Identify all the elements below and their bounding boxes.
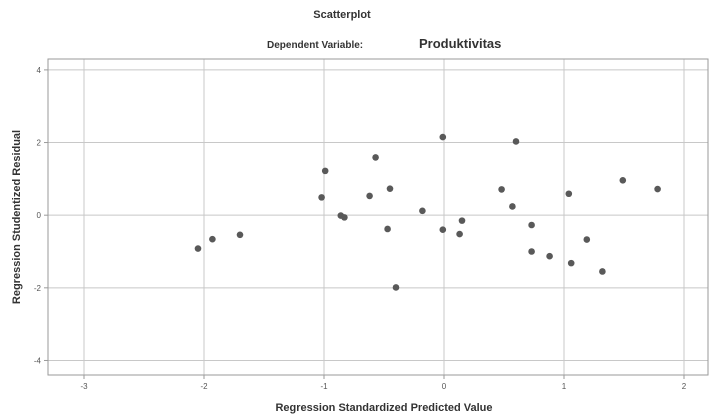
- x-tick-label: -1: [320, 382, 328, 391]
- data-point: [458, 217, 466, 224]
- data-point: [567, 259, 575, 267]
- data-point: [439, 226, 447, 234]
- x-tick-label: 2: [682, 382, 687, 391]
- data-point: [439, 133, 447, 141]
- data-point: [384, 225, 391, 233]
- x-tick-label: 1: [562, 382, 567, 391]
- y-tick-label: -2: [34, 284, 42, 293]
- data-point: [654, 185, 661, 193]
- data-point: [372, 154, 379, 161]
- data-point: [583, 236, 591, 243]
- data-point: [546, 252, 553, 260]
- data-point: [386, 185, 394, 192]
- data-point: [565, 190, 573, 198]
- data-point: [321, 167, 329, 175]
- y-axis-label: Regression Studentized Residual: [11, 130, 23, 304]
- data-point: [419, 207, 426, 215]
- x-tick-label: -3: [80, 382, 88, 391]
- y-tick-label: 2: [37, 139, 42, 148]
- dependent-variable-name: Produktivitas: [419, 36, 501, 51]
- x-axis-label: Regression Standardized Predicted Value: [275, 402, 492, 414]
- plot-frame: [47, 58, 709, 376]
- data-point: [209, 235, 216, 243]
- x-tick-label: -2: [200, 382, 208, 391]
- data-points: [194, 133, 661, 291]
- data-point: [392, 284, 400, 291]
- data-point: [366, 192, 373, 200]
- grid-lines: [48, 59, 708, 375]
- data-point: [528, 221, 535, 229]
- y-tick-label: -4: [34, 356, 42, 365]
- x-tick-label: 0: [442, 382, 447, 391]
- y-tick-label: 4: [37, 66, 42, 75]
- data-point: [498, 186, 505, 193]
- data-point: [318, 194, 325, 201]
- tick-labels: -3 -2 -1 0 1 2 -4 -2 0 2 4: [34, 66, 687, 391]
- data-point: [509, 203, 516, 210]
- data-point: [341, 214, 348, 221]
- data-point: [512, 138, 520, 145]
- data-point: [194, 245, 202, 252]
- data-point: [456, 230, 463, 238]
- data-point: [236, 231, 244, 239]
- y-tick-label: 0: [37, 211, 42, 220]
- dependent-variable-caption: Dependent Variable:: [267, 40, 363, 51]
- data-point: [599, 268, 606, 275]
- data-point: [619, 177, 627, 184]
- chart-title: Scatterplot: [313, 9, 371, 21]
- data-point: [528, 248, 535, 255]
